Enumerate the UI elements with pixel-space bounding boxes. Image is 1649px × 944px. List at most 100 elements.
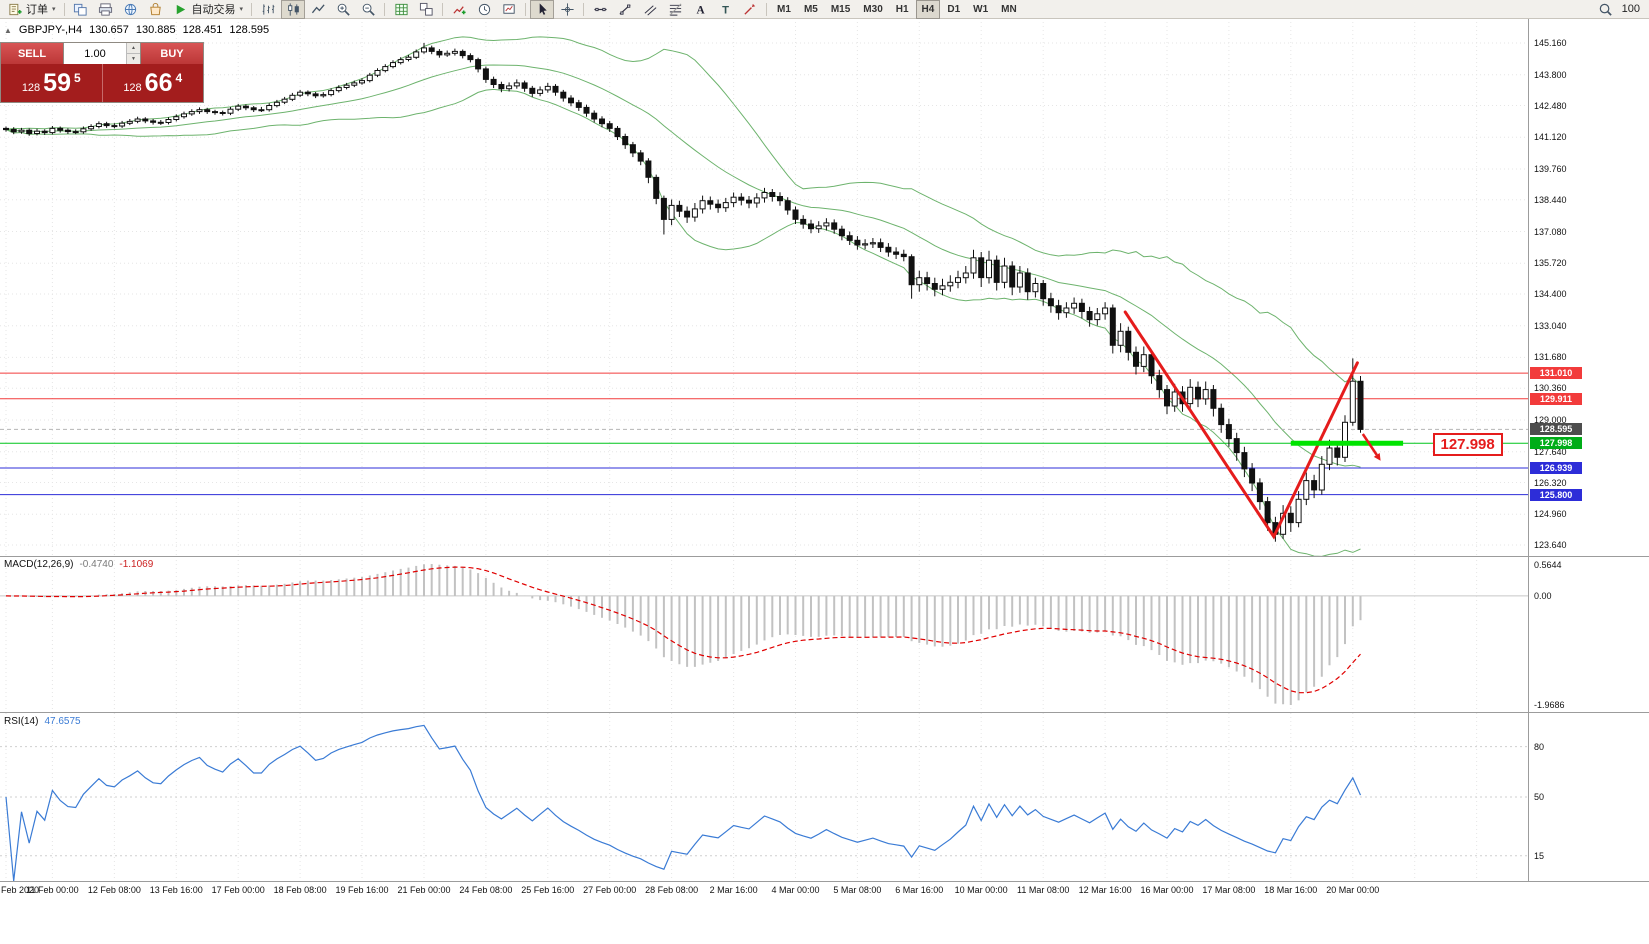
crosshair-icon xyxy=(559,1,575,17)
level-price-badge: 129.911 xyxy=(1530,392,1582,405)
buy-price-point: 4 xyxy=(175,70,183,85)
timeframe-w1-button[interactable]: W1 xyxy=(973,3,989,15)
search-icon xyxy=(1598,1,1614,17)
print-button[interactable] xyxy=(94,0,118,19)
macd-signal-value: -1.1069 xyxy=(119,559,154,570)
time-axis-label: 28 Feb 08:00 xyxy=(645,885,699,895)
sell-button[interactable]: SELL xyxy=(1,43,63,64)
zoom-out-icon xyxy=(360,1,376,17)
arrange-button[interactable] xyxy=(414,0,438,19)
toolbar-separator xyxy=(442,2,444,16)
chart-line-button[interactable] xyxy=(306,0,330,19)
timeframe-m15-button[interactable]: M15 xyxy=(830,3,851,15)
volume-up-button[interactable]: ▲ xyxy=(127,43,140,54)
chart-low: 128.451 xyxy=(182,24,223,36)
volume-down-button[interactable]: ▼ xyxy=(127,54,140,64)
chart-bars-button[interactable] xyxy=(256,0,280,19)
chart-symbol-period: GBPJPY-,H4 xyxy=(18,24,83,36)
autotrading-button[interactable]: 自动交易 ▾ xyxy=(169,0,248,19)
time-axis-label: 11 Feb 00:00 xyxy=(26,885,79,895)
buy-button[interactable]: BUY xyxy=(141,43,203,64)
fibonacci-button[interactable] xyxy=(663,0,687,19)
price-tick-label: 135.720 xyxy=(1534,258,1567,269)
price-tick-label: 145.160 xyxy=(1534,38,1567,48)
level-price-badge: 131.010 xyxy=(1530,367,1582,380)
time-axis-label: 16 Mar 00:00 xyxy=(1140,885,1194,895)
grid-button[interactable] xyxy=(389,0,413,19)
crosshair-button[interactable] xyxy=(555,0,579,19)
hline-icon xyxy=(592,1,608,17)
zoom-out-button[interactable] xyxy=(356,0,380,19)
price-tick-label: 133.040 xyxy=(1534,320,1567,331)
time-axis-label: 27 Feb 00:00 xyxy=(583,885,637,895)
panel-separator[interactable] xyxy=(0,556,1649,557)
price-tick-label: 138.440 xyxy=(1534,194,1567,205)
svg-text:A: A xyxy=(696,4,705,16)
timeframe-m5-button[interactable]: M5 xyxy=(803,3,818,15)
shapes-icon xyxy=(742,1,758,17)
time-axis-label: 12 Feb 08:00 xyxy=(87,885,141,895)
time-axis-label: 18 Feb 08:00 xyxy=(273,885,327,895)
timeframe-m1-button[interactable]: M1 xyxy=(777,3,791,15)
market-button[interactable] xyxy=(144,0,168,19)
timeframe-m30-button[interactable]: M30 xyxy=(863,3,883,15)
timeframe-h1-button[interactable]: H1 xyxy=(895,3,909,15)
rsi-panel-svg[interactable] xyxy=(0,713,1528,881)
indicators-button[interactable] xyxy=(447,0,471,19)
rsi-level-label: 80 xyxy=(1534,741,1545,752)
layouts-icon xyxy=(73,1,89,17)
time-axis-label: 10 Mar 00:00 xyxy=(954,885,1008,895)
text-button[interactable]: A xyxy=(688,0,712,19)
price-tick-label: 139.760 xyxy=(1534,164,1567,174)
toolbar-separator xyxy=(525,2,527,16)
time-axis-label: 17 Mar 08:00 xyxy=(1202,885,1256,895)
new-order-button[interactable]: 订单 ▾ xyxy=(3,0,60,19)
buy-price[interactable]: 128 66 4 xyxy=(103,64,204,102)
caret-down-icon: ▾ xyxy=(239,6,244,13)
time-axis-label: 11 Mar 08:00 xyxy=(1017,885,1070,895)
timeframe-h4-button[interactable]: H4 xyxy=(915,0,941,19)
macd-axis-label: 0.00 xyxy=(1534,590,1552,601)
search-button[interactable] xyxy=(1594,0,1618,19)
macd-panel-svg[interactable] xyxy=(0,556,1528,713)
caret-down-icon: ▾ xyxy=(52,6,56,13)
main-chart-svg[interactable] xyxy=(0,18,1528,556)
periods-icon xyxy=(476,1,492,17)
buy-price-pips: 66 xyxy=(144,68,173,97)
toolbar-separator xyxy=(63,2,65,16)
trendline-button[interactable] xyxy=(613,0,637,19)
periods-button[interactable] xyxy=(472,0,496,19)
rsi-name: RSI(14) xyxy=(4,716,39,727)
print-icon xyxy=(98,1,114,17)
panel-separator[interactable] xyxy=(0,881,1649,882)
timeframe-mn-button[interactable]: MN xyxy=(1001,3,1017,15)
shapes-button[interactable] xyxy=(738,0,762,19)
cursor-icon xyxy=(534,1,550,17)
toolbar-right: 100 xyxy=(1594,0,1646,19)
label-button[interactable]: T xyxy=(713,0,737,19)
volume-value[interactable]: 1.00 xyxy=(84,47,106,60)
chart-candles-button[interactable] xyxy=(281,0,306,19)
indicators-icon xyxy=(451,1,467,17)
hline-button[interactable] xyxy=(588,0,612,19)
price-tick-label: 137.080 xyxy=(1534,226,1567,237)
zoom-in-button[interactable] xyxy=(331,0,355,19)
time-axis-label: 17 Feb 00:00 xyxy=(211,885,265,895)
price-tick-label: 123.640 xyxy=(1534,540,1567,550)
volume-stepper[interactable]: 1.00 ▲ ▼ xyxy=(63,43,141,64)
sell-price[interactable]: 128 59 5 xyxy=(1,64,103,102)
label-icon: T xyxy=(717,1,733,17)
panel-separator[interactable] xyxy=(0,712,1649,713)
timeframe-d1-button[interactable]: D1 xyxy=(947,3,961,15)
channel-icon xyxy=(642,1,658,17)
cursor-button[interactable] xyxy=(530,0,555,19)
channel-button[interactable] xyxy=(638,0,662,19)
templates-button[interactable] xyxy=(497,0,521,19)
chart-info-line: ▲ GBPJPY-,H4 130.657 130.885 128.451 128… xyxy=(4,24,269,36)
buy-price-base: 128 xyxy=(123,81,142,94)
one-click-trading-panel: SELL 1.00 ▲ ▼ BUY 128 59 5 128 66 4 xyxy=(0,42,204,103)
chart-close: 128.595 xyxy=(229,24,270,36)
macd-main-value: -0.4740 xyxy=(79,559,114,570)
community-button[interactable] xyxy=(119,0,143,19)
layouts-button[interactable] xyxy=(69,0,93,19)
